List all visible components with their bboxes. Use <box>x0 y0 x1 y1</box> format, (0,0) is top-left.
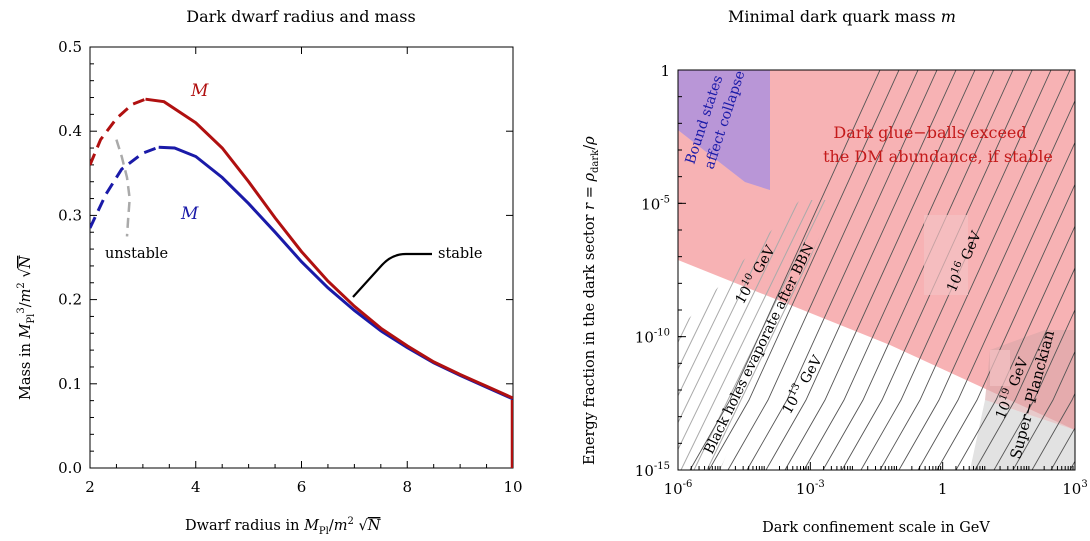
hatch-line <box>278 140 438 470</box>
contour-line <box>974 266 1075 470</box>
hatch-line <box>680 200 835 470</box>
left-x-axis-label: Dwarf radius in MPl/m2 √N <box>185 516 382 537</box>
left-y-tick-label: 0.1 <box>58 375 82 393</box>
left-y-tick-label: 0.0 <box>58 459 82 477</box>
right-y-tick-label: 10-15 <box>635 461 670 480</box>
hatch-line <box>706 200 835 470</box>
left-axes: 2 4 6 8 10 0.0 0.1 0.2 0.3 0.4 0.5 <box>58 38 522 496</box>
left-x-tick-label: 8 <box>402 478 412 496</box>
contour-line <box>708 70 900 470</box>
hatch-line <box>304 140 464 470</box>
left-plot-area <box>90 97 513 468</box>
hatch-line <box>421 140 581 470</box>
contour-label-box-19 <box>990 350 1010 386</box>
hatch-line <box>678 200 686 470</box>
contour-line <box>746 70 938 470</box>
series-Mcal-line <box>158 145 513 401</box>
contour-label-box-16 <box>924 215 968 295</box>
right-x-tick-label: 103 <box>1062 479 1087 498</box>
contour-line <box>803 70 995 470</box>
series-M-label: M <box>190 81 209 101</box>
glueball-label-line2: the DM abundance, if stable <box>823 147 1053 166</box>
hatch-line <box>678 200 829 470</box>
contour-line <box>955 225 1075 470</box>
left-x-tick-label: 10 <box>503 478 522 496</box>
series-Mcal-label: M <box>180 204 199 224</box>
series-M-dashed-line <box>90 97 147 166</box>
hatch-line <box>291 140 451 470</box>
contour-line <box>917 141 1075 470</box>
right-x-axis-label: Dark confinement scale in GeV <box>762 520 990 536</box>
right-x-tick-label: 10-3 <box>796 479 825 498</box>
contour-line <box>822 70 1014 470</box>
glueball-label-line1: Dark glue−balls exceed <box>833 123 1026 142</box>
left-y-tick-label: 0.4 <box>58 122 82 140</box>
hatch-line <box>678 200 803 470</box>
unstable-label: unstable <box>105 246 168 262</box>
contour-line <box>1050 427 1075 470</box>
hatch-line <box>499 140 659 470</box>
contour-line <box>727 70 919 470</box>
right-chart: Minimal dark quark mass m Dark glue−ball… <box>278 7 1088 536</box>
contour-line <box>860 70 1052 470</box>
hatch-line <box>473 140 633 470</box>
unstable-branch-line <box>115 139 131 237</box>
hatch-line <box>693 200 835 470</box>
right-y-axis-label: Energy fraction in the dark sector r = ρ… <box>582 136 601 465</box>
stable-label: stable <box>438 246 482 262</box>
right-y-tick-label: 10-10 <box>635 328 670 347</box>
left-y-tick-label: 0.5 <box>58 38 82 56</box>
hatch-line <box>678 200 816 470</box>
series-M-line <box>145 97 513 400</box>
right-plot-area <box>278 70 1075 470</box>
right-y-tick-label: 10-5 <box>641 194 670 213</box>
contour-line <box>1012 350 1075 470</box>
right-plot-frame <box>677 69 1076 471</box>
mass-contours <box>689 70 1075 470</box>
left-y-tick-label: 0.3 <box>58 206 82 224</box>
hatch-line <box>408 140 568 470</box>
series-Mcal-dashed-line <box>90 145 160 229</box>
right-y-tick-label: 1 <box>660 62 670 80</box>
left-y-axis-label: Mass in MPl3/m2 √N <box>16 254 37 400</box>
contour-line <box>879 70 1071 470</box>
hatch-line <box>678 200 790 470</box>
contour-line <box>993 308 1075 470</box>
hatch-line <box>486 140 646 470</box>
contour-line <box>1031 392 1075 470</box>
left-x-tick-label: 2 <box>85 478 95 496</box>
contour-line <box>841 70 1033 470</box>
hatch-line <box>434 140 594 470</box>
contour-line <box>936 183 1075 470</box>
contour-line <box>765 70 957 470</box>
hatch-line <box>317 140 477 470</box>
hatch-line <box>678 200 699 470</box>
right-chart-title: Minimal dark quark mass m <box>728 7 956 26</box>
right-axes: 10-6 10-3 1 103 10-15 10-10 10-5 1 <box>635 62 1088 498</box>
region-super-planckian <box>970 400 1075 470</box>
left-chart: Dark dwarf radius and mass 2 4 6 8 10 0.0 0.1 0… <box>16 7 523 537</box>
hatch-line <box>369 140 529 470</box>
region-overlap <box>678 70 770 190</box>
contour-line <box>689 70 881 470</box>
contour-line <box>898 99 1075 470</box>
hatch-line <box>395 140 555 470</box>
left-y-tick-label: 0.2 <box>58 291 82 309</box>
contour-line <box>784 70 976 470</box>
left-chart-title: Dark dwarf radius and mass <box>186 7 415 26</box>
region-dark-glueballs <box>678 70 1075 430</box>
left-x-tick-label: 4 <box>191 478 201 496</box>
left-x-tick-label: 6 <box>297 478 307 496</box>
hatch-line <box>382 140 542 470</box>
right-x-tick-label: 1 <box>938 480 948 498</box>
right-x-tick-label: 10-6 <box>664 479 693 498</box>
stable-pointer <box>352 252 432 298</box>
hatch-line <box>343 140 503 470</box>
hatch-line <box>356 140 516 470</box>
